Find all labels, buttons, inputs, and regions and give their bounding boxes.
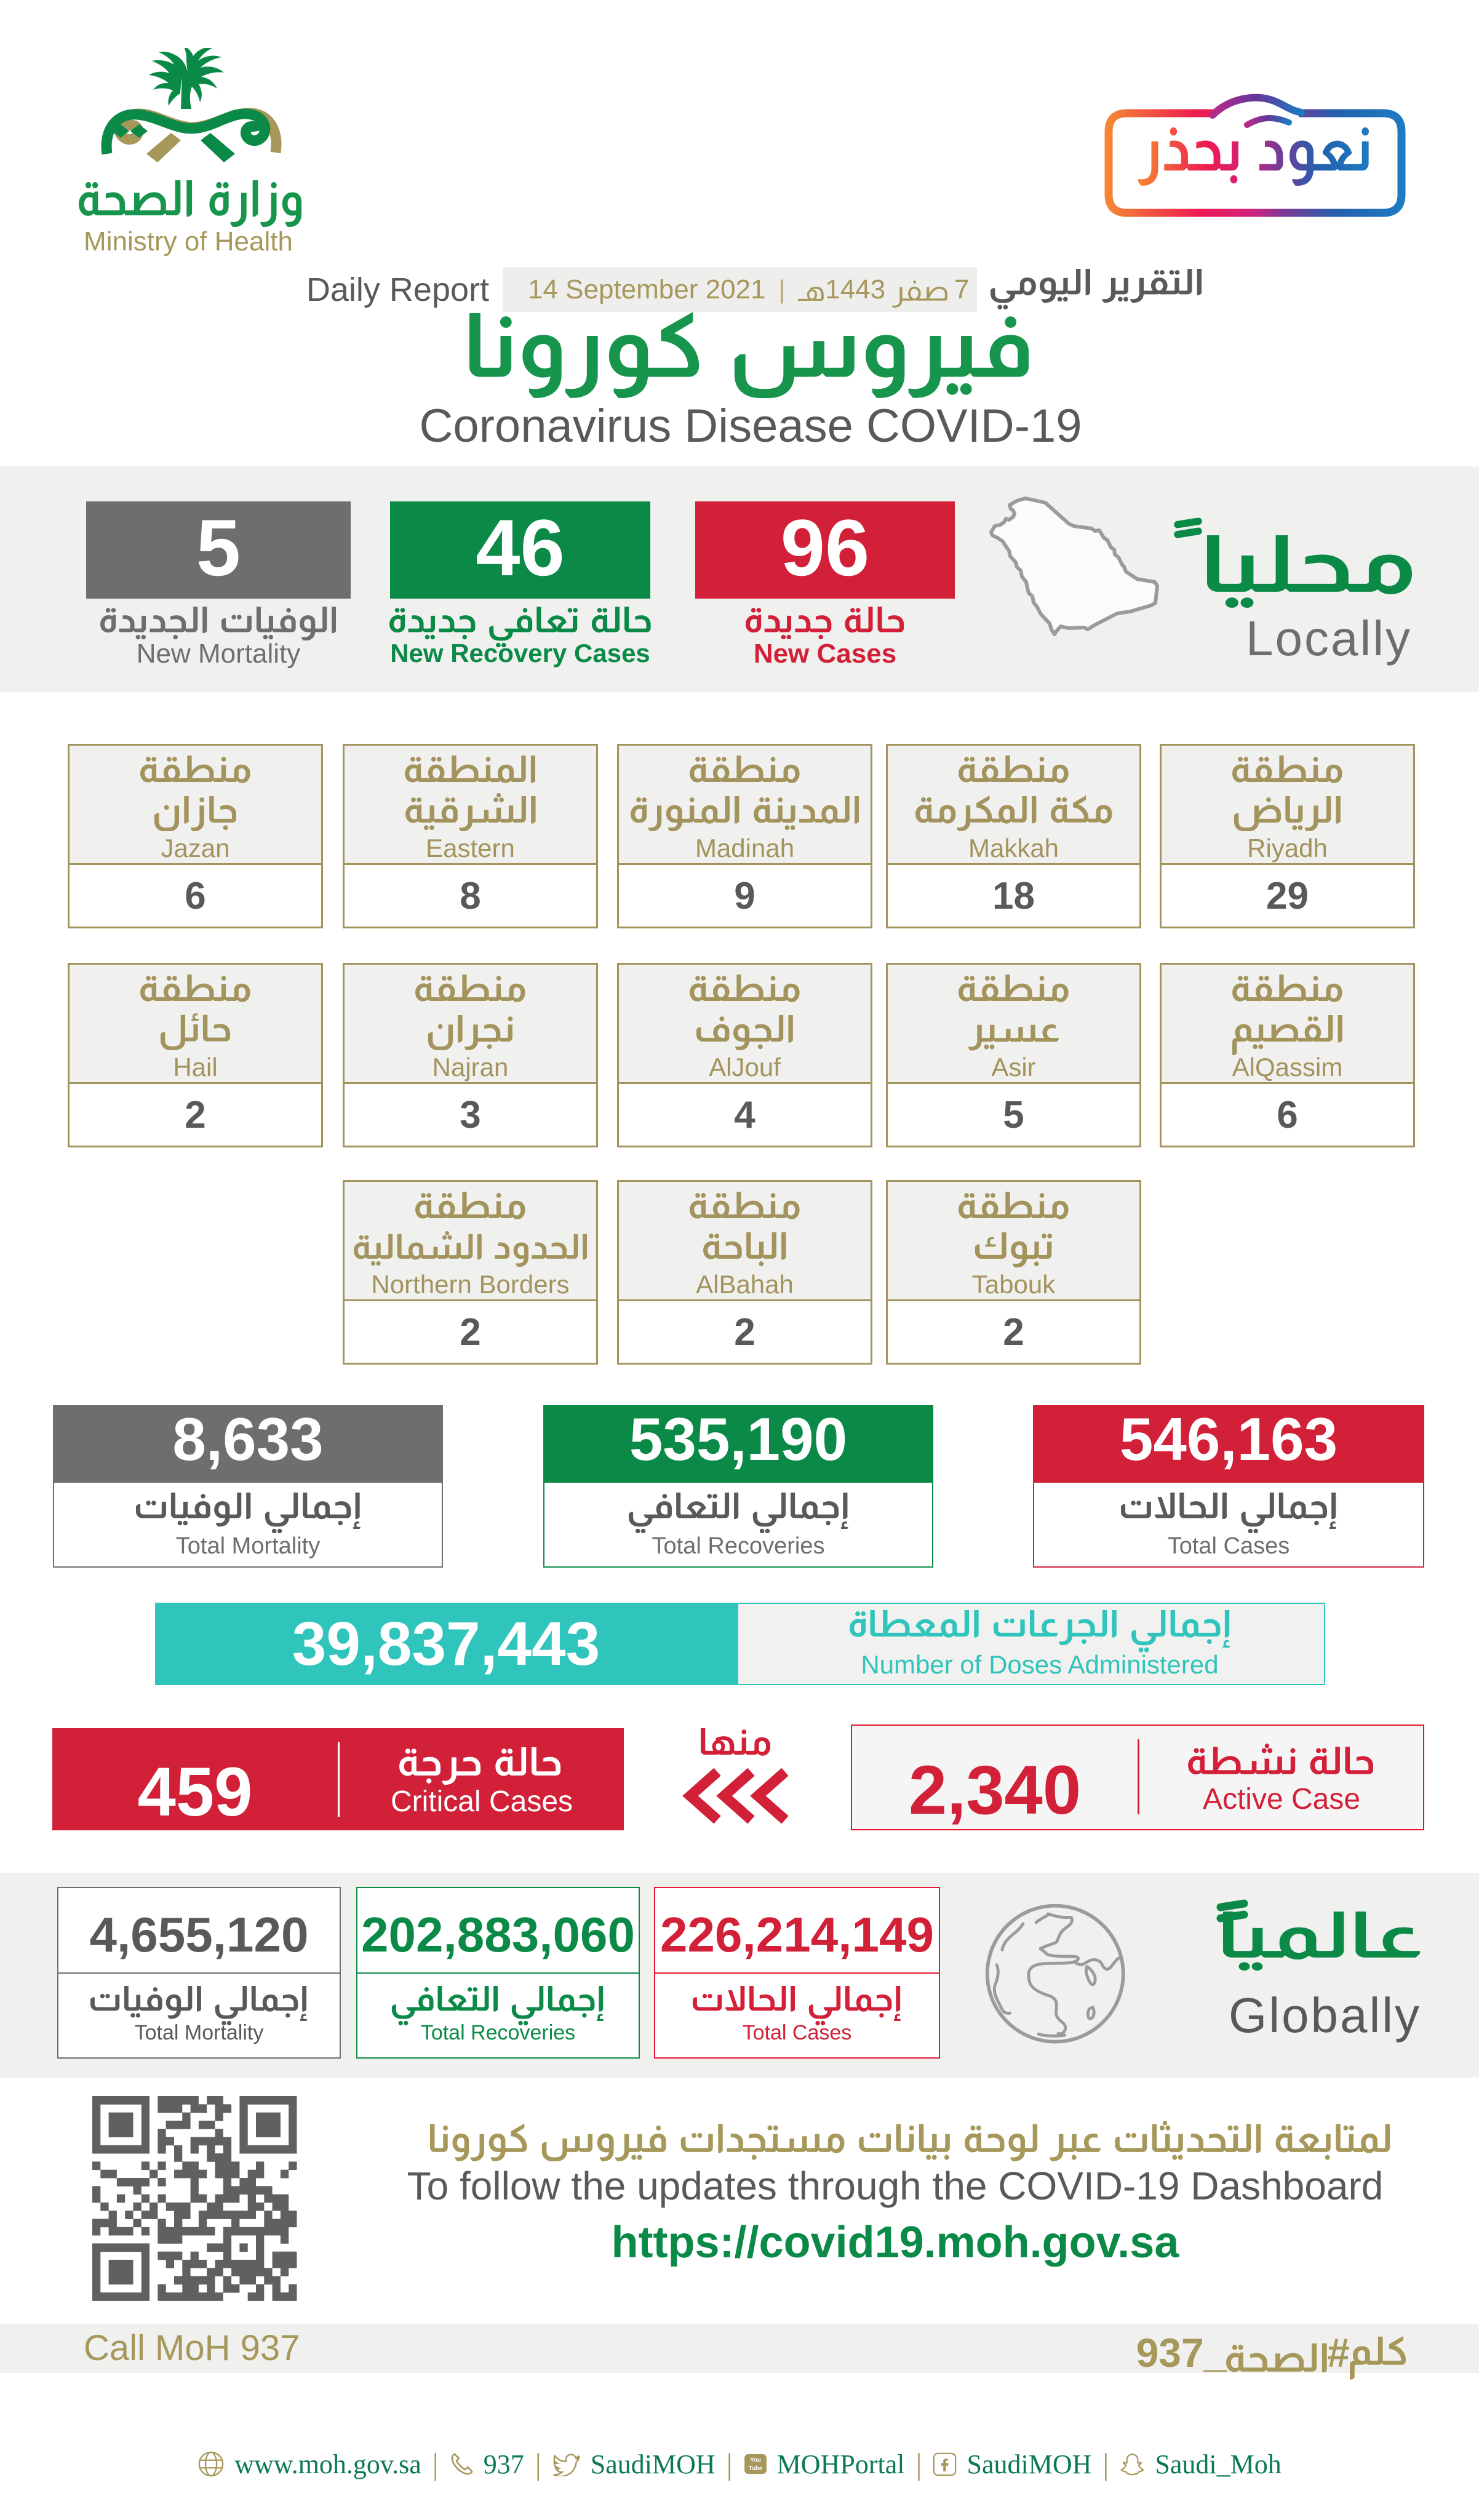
svg-text:You: You	[750, 2457, 761, 2463]
svg-text:Tube: Tube	[748, 2465, 762, 2472]
